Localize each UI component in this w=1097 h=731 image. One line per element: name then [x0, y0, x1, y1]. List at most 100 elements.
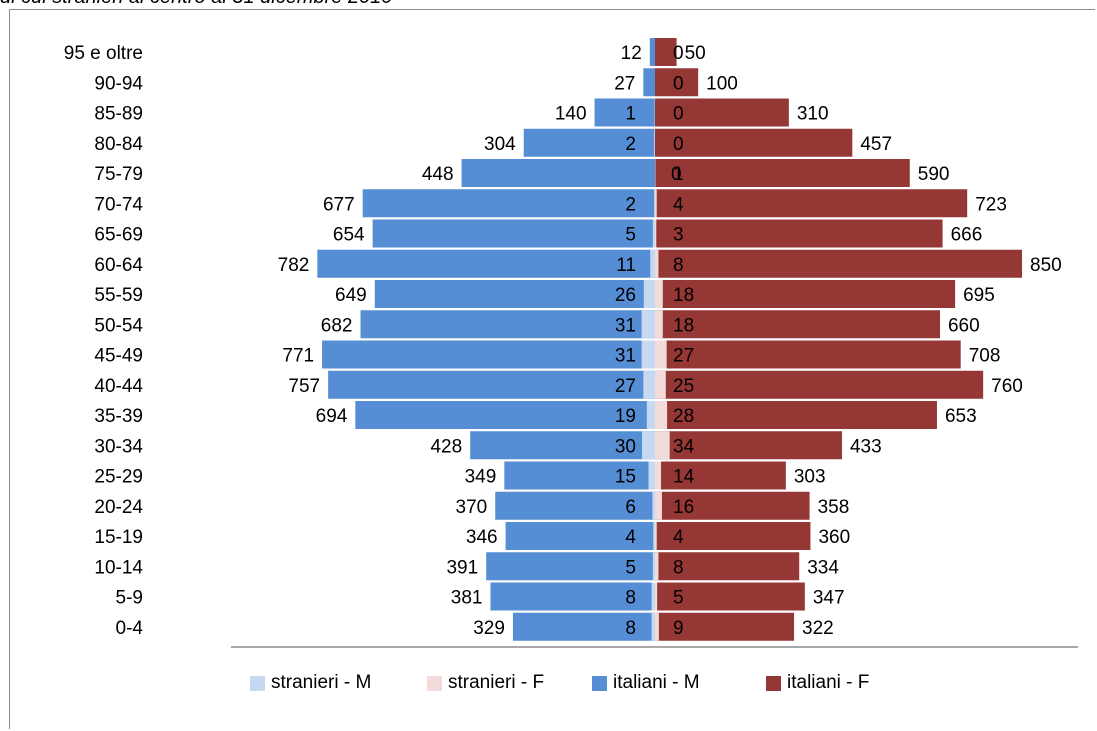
category-label: 90-94	[94, 73, 143, 94]
label-stranieri-f: 25	[673, 376, 694, 397]
category-label: 55-59	[94, 285, 143, 306]
label-italiani-f: 590	[918, 164, 950, 185]
label-stranieri-m: 27	[615, 376, 636, 397]
label-stranieri-f: 18	[673, 285, 694, 306]
bar-italiani-f	[655, 612, 795, 641]
label-italiani-f: 310	[797, 104, 829, 125]
bar-italiani-m	[523, 128, 655, 157]
bar-italiani-m	[322, 340, 655, 369]
bar-italiani-f	[655, 582, 805, 611]
plot-border	[9, 9, 1095, 729]
bar-stranieri-m	[654, 189, 655, 218]
bar-italiani-m	[643, 68, 655, 97]
bar-italiani-m	[461, 159, 655, 187]
label-stranieri-f: 5	[673, 588, 684, 609]
bar-stranieri-m	[643, 370, 655, 399]
label-italiani-m: 448	[422, 164, 454, 185]
bar-italiani-m	[505, 522, 655, 550]
label-italiani-f: 653	[945, 406, 977, 427]
label-stranieri-m: 19	[615, 406, 636, 427]
label-italiani-f: 358	[818, 497, 850, 518]
bar-stranieri-f	[655, 310, 663, 339]
category-label: 30-34	[94, 436, 143, 457]
label-stranieri-f: 14	[673, 467, 695, 488]
bar-stranieri-f	[655, 219, 657, 248]
label-italiani-f: 322	[802, 618, 834, 639]
legend-label: italiani - F	[787, 672, 870, 693]
label-italiani-f: 334	[807, 557, 839, 578]
legend-swatch	[250, 675, 265, 691]
label-stranieri-m: 8	[625, 588, 636, 609]
bar-stranieri-f	[655, 370, 666, 399]
bar-italiani-f	[655, 219, 943, 248]
bar-stranieri-m	[648, 461, 655, 490]
bar-stranieri-f	[655, 280, 663, 308]
bar-stranieri-f	[655, 582, 658, 611]
category-label: 5-9	[116, 588, 143, 609]
label-italiani-m: 654	[333, 225, 365, 246]
bar-italiani-m	[486, 552, 655, 581]
label-italiani-m: 346	[466, 527, 498, 548]
label-stranieri-f: 8	[673, 255, 684, 276]
bar-stranieri-f	[655, 431, 670, 460]
label-stranieri-f: 0	[673, 43, 684, 64]
bar-stranieri-m	[652, 552, 655, 581]
legend-item: italiani - F	[766, 672, 869, 694]
bar-italiani-f	[655, 431, 842, 460]
label-italiani-m: 370	[456, 497, 488, 518]
bar-italiani-f	[655, 310, 940, 339]
bar-stranieri-m	[641, 340, 655, 369]
label-italiani-m: 649	[335, 285, 367, 306]
bar-italiani-f	[655, 38, 677, 66]
bar-italiani-f	[655, 552, 800, 581]
label-stranieri-f: 3	[673, 225, 684, 246]
bar-stranieri-m	[642, 431, 655, 460]
bar-italiani-m	[470, 431, 655, 460]
label-italiani-f: 660	[948, 315, 980, 336]
label-italiani-f: 347	[813, 588, 845, 609]
bar-italiani-f	[655, 98, 789, 127]
bar-italiani-f	[655, 491, 810, 520]
bar-stranieri-f	[655, 491, 662, 520]
label-italiani-m: 391	[446, 557, 478, 578]
bar-stranieri-m	[643, 280, 655, 308]
bar-italiani-m	[317, 249, 655, 278]
bar-stranieri-f	[655, 401, 668, 429]
category-label: 15-19	[94, 527, 143, 548]
legend-swatch	[766, 675, 781, 691]
category-label: 60-64	[94, 255, 143, 276]
bar-italiani-f	[655, 401, 937, 429]
label-stranieri-f: 4	[673, 527, 684, 548]
legend-label: italiani - M	[613, 672, 700, 693]
category-label: 10-14	[94, 557, 143, 578]
label-stranieri-f: 0	[673, 104, 684, 125]
bar-stranieri-m	[641, 310, 655, 339]
category-label: 20-24	[94, 497, 143, 518]
bar-stranieri-m	[646, 401, 655, 429]
label-stranieri-f: 4	[673, 194, 684, 215]
bar-italiani-f	[655, 128, 853, 157]
legend-label: stranieri - F	[448, 672, 545, 693]
label-italiani-f: 723	[975, 194, 1007, 215]
category-label: 70-74	[94, 194, 143, 215]
bar-stranieri-f	[655, 189, 657, 218]
bar-stranieri-f	[655, 340, 667, 369]
bar-stranieri-m	[652, 491, 655, 520]
bar-stranieri-f	[655, 249, 659, 278]
category-label: 85-89	[94, 104, 143, 125]
bar-italiani-f	[655, 370, 984, 399]
category-label: 0-4	[116, 618, 144, 639]
category-label: 50-54	[94, 315, 143, 336]
bar-stranieri-m	[651, 582, 655, 611]
label-stranieri-m: 5	[625, 225, 636, 246]
bar-italiani-m	[362, 189, 655, 218]
label-stranieri-f: 18	[673, 315, 694, 336]
label-stranieri-m: 2	[625, 134, 636, 155]
label-italiani-f: 50	[685, 43, 706, 64]
label-stranieri-f: 0	[673, 73, 684, 94]
label-italiani-f: 303	[794, 467, 826, 488]
label-italiani-f: 100	[706, 73, 738, 94]
label-stranieri-m: 6	[625, 497, 636, 518]
label-italiani-m: 428	[430, 436, 462, 457]
bar-italiani-f	[655, 249, 1023, 278]
